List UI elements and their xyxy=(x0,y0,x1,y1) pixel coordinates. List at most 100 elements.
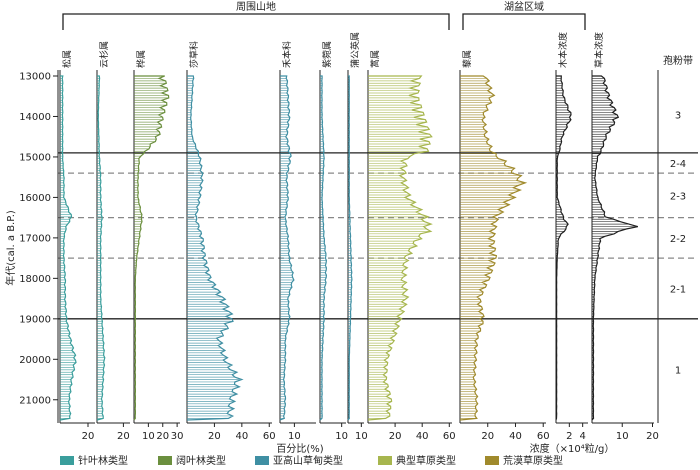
curve-outline xyxy=(96,75,106,421)
x-tick-label: 10 xyxy=(616,431,629,442)
curve-outline xyxy=(459,75,528,421)
legend-label: 针叶林类型 xyxy=(78,454,128,467)
x-tick-label: 20 xyxy=(481,431,494,442)
legend-swatch xyxy=(255,456,269,465)
curve-outline xyxy=(279,75,295,421)
y-axis-label: 年代(cal. a B.P.) xyxy=(4,210,17,286)
header-bracket xyxy=(62,13,450,30)
zone-label: 2-3 xyxy=(670,191,686,202)
legend-item: 典型草原类型 xyxy=(378,454,456,467)
taxon-name: 紫菀属 xyxy=(321,41,333,68)
percent-axis-label: 百分比(%) xyxy=(276,443,323,455)
x-tick-label: 30 xyxy=(171,431,184,442)
panel-蒲公英属: 10 蒲公英属 xyxy=(347,32,368,442)
legend-label: 亚高山草甸类型 xyxy=(273,454,343,467)
x-tick-label: 20 xyxy=(82,431,95,442)
legend-swatch xyxy=(158,456,172,465)
header-bracket xyxy=(462,13,586,30)
group-header: 周围山地 xyxy=(62,0,450,30)
legend-item: 亚高山草甸类型 xyxy=(255,454,343,467)
x-tick-label: 60 xyxy=(443,431,456,442)
x-tick-label: 10 xyxy=(142,431,155,442)
x-tick-label: 10 xyxy=(355,431,368,442)
panel-莎草科: 20 40 60 莎草科 xyxy=(186,41,276,442)
panel-草本浓度: 10 20 草本浓度 xyxy=(591,32,659,442)
x-tick-label: 20 xyxy=(389,431,402,442)
legend-swatch xyxy=(485,456,499,465)
curve-outline xyxy=(319,75,328,421)
legend-item: 阔叶林类型 xyxy=(158,454,226,467)
age-axis: 13000 14000 15000 16000 17000 18000 19000 20000… xyxy=(19,70,59,423)
curve-outline xyxy=(59,75,77,421)
group-headers: 周围山地 湖盆区域 xyxy=(62,0,586,30)
zone-label: 2-1 xyxy=(670,284,686,295)
zone-column: 3 2-4 2-3 2-2 2-1 1 xyxy=(657,70,686,423)
zone-label: 2-2 xyxy=(670,234,686,245)
x-tick-label: 40 xyxy=(416,431,429,442)
legend-label: 荒漠草原类型 xyxy=(503,454,563,467)
legend-swatch xyxy=(60,456,74,465)
taxon-name: 桦属 xyxy=(135,50,147,68)
curve-outline xyxy=(186,75,244,421)
taxon-name: 禾本科 xyxy=(281,41,293,68)
taxon-name: 莎草科 xyxy=(188,41,200,68)
panel-紫菀属: 10 紫菀属 xyxy=(319,41,348,442)
panel-桦属: 10 20 30 桦属 xyxy=(133,50,184,442)
group-header: 湖盆区域 xyxy=(462,0,586,30)
curve-outline xyxy=(367,75,433,421)
taxon-name: 松属 xyxy=(61,50,73,68)
zone-label: 2-4 xyxy=(670,159,686,170)
header-label: 周围山地 xyxy=(236,0,276,13)
y-tick-label: 16000 xyxy=(19,193,51,204)
taxon-name: 云杉属 xyxy=(98,41,110,68)
y-tick-label: 18000 xyxy=(19,274,51,285)
taxon-name: 草本浓度 xyxy=(593,32,605,68)
taxon-name: 木本浓度 xyxy=(557,32,569,68)
x-tick-label: 20 xyxy=(208,431,221,442)
curve-outline xyxy=(133,75,170,421)
curve-outline xyxy=(347,75,353,421)
panel-禾本科: 10 禾本科 xyxy=(279,41,316,442)
x-tick-label: 10 xyxy=(335,431,348,442)
taxon-name: 藜属 xyxy=(461,50,473,68)
legend-item: 针叶林类型 xyxy=(60,454,128,467)
x-tick-label: 40 xyxy=(235,431,248,442)
legend-label: 典型草原类型 xyxy=(396,454,456,467)
legend-swatch xyxy=(378,456,392,465)
header-label: 湖盆区域 xyxy=(504,0,544,13)
y-tick-label: 20000 xyxy=(19,355,51,366)
x-tick-label: 20 xyxy=(117,431,130,442)
legend-item: 荒漠草原类型 xyxy=(485,454,563,467)
y-tick-label: 17000 xyxy=(19,233,51,244)
x-tick-label: 4 xyxy=(579,431,585,442)
panel-木本浓度: 2 4 木本浓度 xyxy=(555,32,588,442)
y-tick-label: 13000 xyxy=(19,72,51,83)
curve-outline xyxy=(555,75,572,421)
taxon-name: 蒿属 xyxy=(369,50,381,68)
y-tick-label: 14000 xyxy=(19,112,51,123)
x-tick-label: 2 xyxy=(566,431,572,442)
x-tick-label: 40 xyxy=(509,431,522,442)
x-tick-label: 20 xyxy=(156,431,169,442)
y-tick-label: 15000 xyxy=(19,152,51,163)
y-tick-label: 19000 xyxy=(19,314,51,325)
panel-蒿属: 20 40 60 蒿属 xyxy=(367,50,456,442)
x-tick-label: 60 xyxy=(537,431,550,442)
panel-云杉属: 20 云杉属 xyxy=(96,41,130,442)
x-tick-label: 60 xyxy=(263,431,276,442)
panel-藜属: 20 40 60 藜属 xyxy=(459,50,550,442)
zone-axis-title: 孢粉带 xyxy=(663,54,693,67)
curve-outline xyxy=(591,75,638,421)
taxon-name: 蒲公英属 xyxy=(349,32,361,68)
legend: 针叶林类型 阔叶林类型 亚高山草甸类型 典型草原类型 荒漠草原类型 xyxy=(60,454,563,467)
panel-松属: 20 松属 xyxy=(59,50,95,442)
x-tick-label: 10 xyxy=(288,431,301,442)
y-tick-label: 21000 xyxy=(19,395,51,406)
concentration-axis-label: 浓度（×10⁴粒/g） xyxy=(530,442,615,455)
legend-label: 阔叶林类型 xyxy=(176,454,226,467)
zone-label: 1 xyxy=(675,365,681,376)
x-tick-label: 20 xyxy=(646,431,659,442)
zone-label: 3 xyxy=(675,110,681,121)
